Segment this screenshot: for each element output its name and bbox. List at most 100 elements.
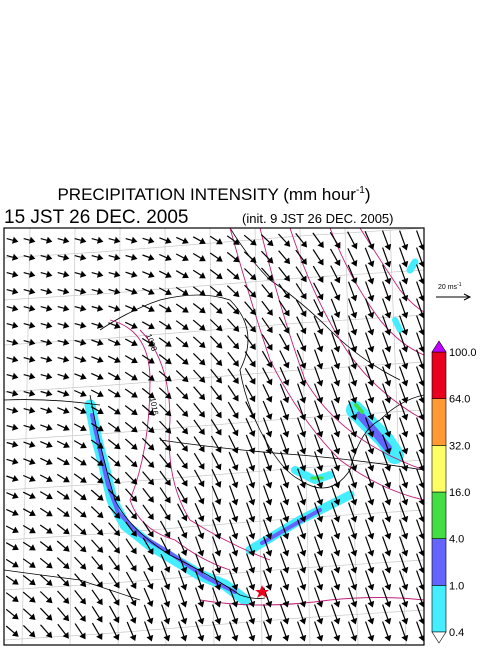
wind-arrow [125, 488, 138, 503]
wind-arrow [416, 349, 424, 370]
wind-arrow [399, 332, 409, 353]
wind-arrow [229, 502, 239, 523]
wind-arrow [280, 468, 290, 489]
wind-arrow [280, 621, 290, 642]
wind-arrow [142, 287, 155, 295]
wind-arrow [347, 248, 358, 267]
wind-arrow [278, 316, 290, 334]
wind-arrow [416, 536, 424, 557]
wind-arrow [176, 470, 188, 487]
wind-arrow [175, 253, 189, 262]
wind-arrow [245, 417, 256, 437]
wind-arrow [227, 318, 240, 332]
wind-arrow [91, 321, 104, 329]
wind-arrow [329, 248, 341, 267]
map-area: 1008 1016 [4, 228, 424, 645]
wind-arrow [348, 383, 358, 404]
wind-arrow [331, 604, 341, 625]
wind-arrow [40, 424, 53, 431]
wind-arrow [160, 570, 171, 591]
wind-arrow [57, 407, 70, 414]
wind-arrow [74, 321, 87, 329]
wind-arrow [263, 468, 273, 489]
wind-arrow [263, 604, 273, 625]
wind-arrow [159, 253, 172, 261]
wind-arrow [314, 468, 324, 489]
wind-arrow [175, 370, 189, 383]
wind-arrow [348, 553, 358, 574]
wind-arrow [143, 554, 154, 573]
wind-arrow [399, 247, 409, 268]
wind-arrow [192, 252, 206, 262]
wind-arrow [312, 265, 324, 283]
wind-arrow [331, 570, 341, 591]
wind-arrow [399, 315, 409, 336]
wind-arrow [142, 504, 154, 521]
init-time: (init. 9 JST 26 DEC. 2005) [242, 211, 394, 226]
title: PRECIPITATION INTENSITY (mm hour-1) [57, 185, 370, 204]
wind-arrow [382, 417, 392, 438]
wind-arrow [416, 281, 424, 302]
wind-arrow [141, 421, 155, 434]
wind-arrow [263, 434, 273, 455]
colorbar-bin [431, 398, 447, 446]
wind-arrow [314, 604, 324, 625]
wind-arrow [158, 354, 172, 365]
wind-arrow [107, 439, 121, 450]
wind-arrow [22, 491, 36, 500]
wind-arrow [141, 437, 155, 451]
wind-arrow [210, 435, 222, 453]
colorbar-over [431, 340, 447, 353]
wind-arrow [6, 457, 19, 465]
wind-arrow [331, 383, 341, 404]
wind-arrow [365, 604, 375, 625]
wind-arrow [229, 587, 239, 608]
wind-arrow [399, 366, 409, 387]
wind-arrow [109, 622, 120, 641]
wind-arrow [246, 502, 256, 523]
wind-arrow [56, 457, 70, 466]
wind-arrow [399, 553, 409, 574]
wind-arrow [416, 621, 424, 642]
wind-arrow [348, 536, 358, 557]
wind-arrow [348, 451, 358, 472]
wind-arrow [57, 372, 70, 380]
wind-arrow [365, 621, 375, 642]
wind-arrow [158, 370, 172, 382]
precip-area [291, 466, 334, 484]
wind-arrow [280, 604, 290, 625]
wind-arrow [382, 332, 392, 353]
wind-arrow [144, 621, 154, 642]
wind-arrow [382, 451, 392, 472]
wind-arrow [365, 587, 375, 608]
wind-arrow [331, 315, 341, 336]
wind-arrow [5, 575, 19, 585]
precip-area [392, 317, 403, 333]
wind-arrow [416, 264, 424, 285]
wind-arrow [161, 621, 171, 642]
wind-arrow [227, 351, 239, 367]
wind-arrow [365, 553, 375, 574]
wind-arrow [261, 334, 273, 351]
wind-arrow [280, 570, 290, 591]
wind-arrow [108, 538, 120, 554]
wind-arrow [91, 287, 104, 295]
wind-arrow [6, 270, 19, 278]
wind-arrow [143, 604, 154, 625]
wind-arrow [209, 319, 223, 332]
wind-arrow [22, 508, 36, 517]
vector-scale-text: 20 ms [438, 284, 458, 291]
wind-arrow [365, 332, 375, 353]
wind-arrow [279, 383, 290, 404]
wind-arrow [159, 420, 172, 434]
wind-arrow [57, 321, 70, 329]
wind-arrow [175, 286, 189, 296]
wind-arrow [6, 355, 19, 363]
wind-arrow [6, 475, 19, 482]
vector-scale-label: 20 ms-1 [438, 282, 462, 291]
wind-arrow [5, 592, 19, 602]
wind-arrow [314, 553, 324, 574]
wind-arrow [278, 283, 290, 300]
wind-arrow [107, 422, 121, 432]
wind-arrow [158, 387, 172, 399]
